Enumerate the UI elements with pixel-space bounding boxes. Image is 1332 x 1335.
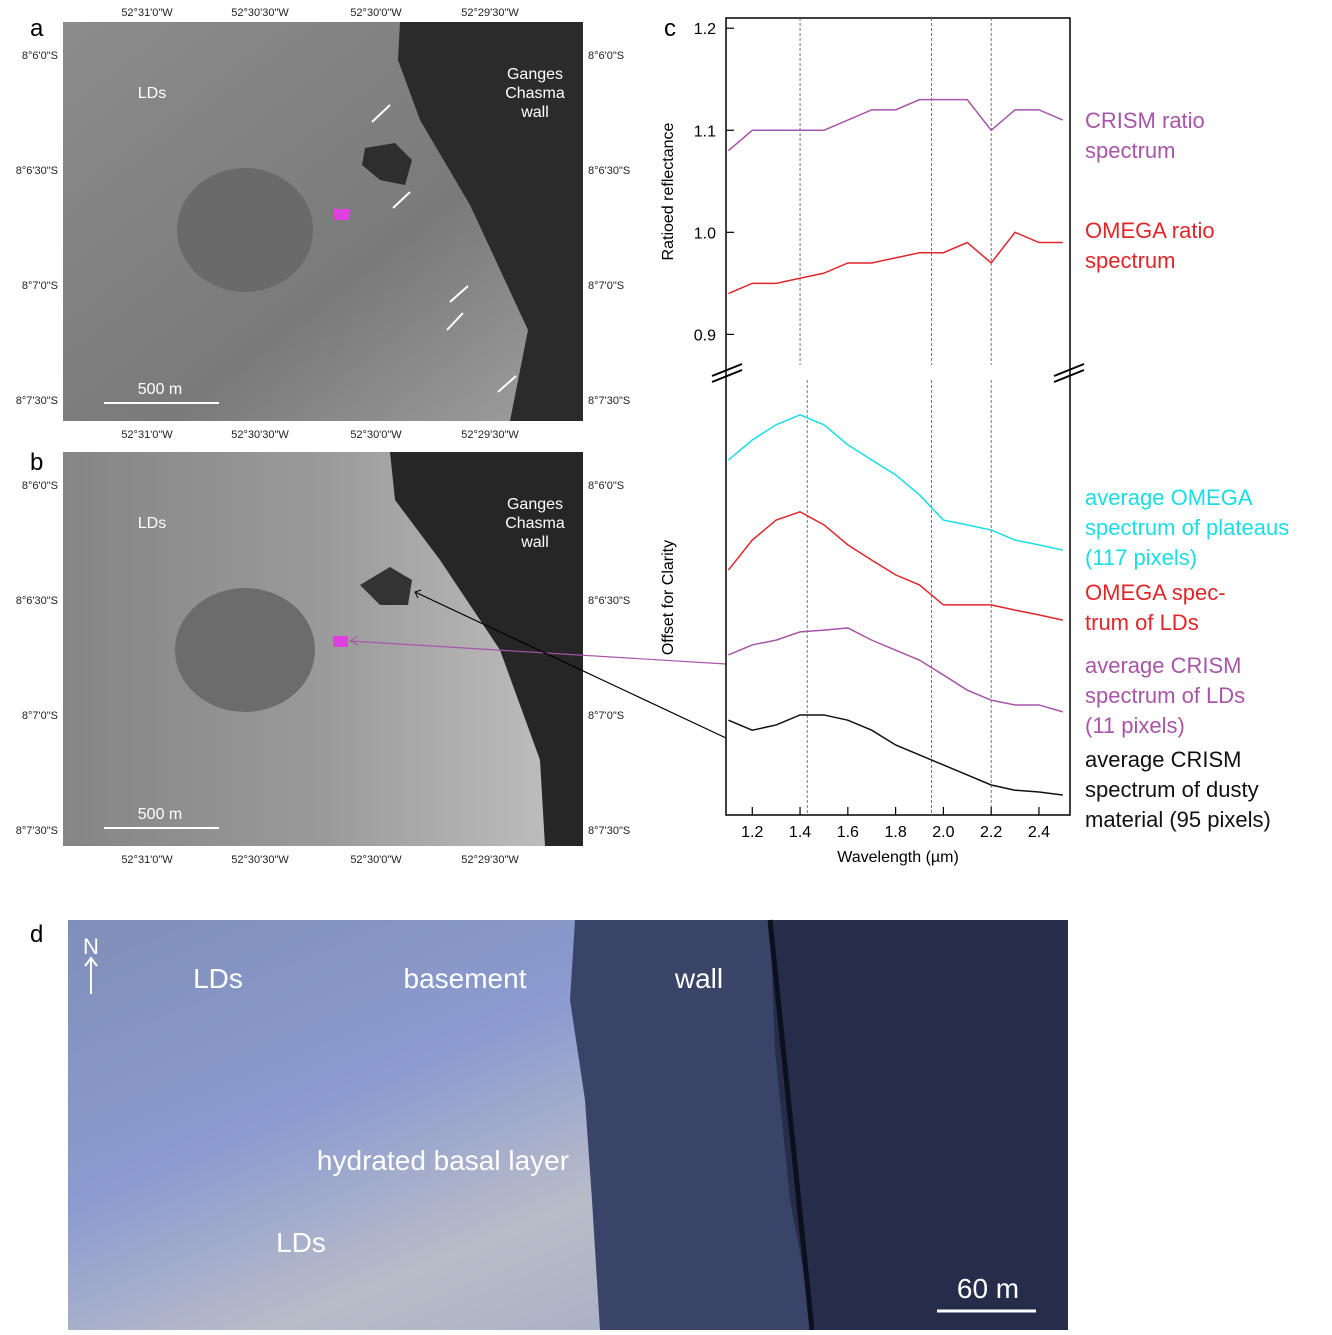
x-tick-label: 2.4 [1028,824,1050,841]
lon-tick-label: 52°30'0"W [350,7,402,19]
y-tick-label: 1.2 [694,21,716,38]
map-label: Ganges Chasma wall [505,496,565,551]
y-tick-label: 1.0 [694,225,716,242]
y-axis-label: Offset for Clarity [660,540,677,655]
series-label: average CRISM spectrum of LDs (11 pixels) [1085,653,1245,738]
lon-tick-label: 52°31'0"W [121,429,173,441]
lon-tick-label: 52°30'0"W [350,429,402,441]
connectors [348,589,727,739]
lat-tick-label: 8°6'30"S [16,595,58,607]
panel-label: c [664,15,676,42]
lat-tick-label: 8°7'0"S [588,280,624,292]
lon-tick-label: 52°30'30"W [231,854,289,866]
series-label: OMEGA ratio spectrum [1085,218,1215,273]
image-label: LDs [193,963,243,994]
spectrum-line [727,510,1063,621]
lat-tick-label: 8°7'30"S [16,395,58,407]
spectrum-line [727,98,1064,152]
lat-tick-label: 8°6'0"S [22,480,58,492]
image-label: LDs [276,1227,326,1258]
panel-a-image [63,22,583,421]
x-tick-label: 1.2 [741,824,763,841]
y-tick-label: 0.9 [694,327,716,344]
x-tick-label: 1.8 [884,824,906,841]
lon-tick-label: 52°30'30"W [231,429,289,441]
lat-tick-label: 8°7'0"S [22,710,58,722]
y-tick-label: 1.1 [694,123,716,140]
lat-tick-label: 8°7'30"S [588,825,630,837]
panel-label: a [30,15,44,42]
panel-label: d [30,921,43,948]
image-label: hydrated basal layer [317,1145,569,1176]
lon-tick-label: 52°31'0"W [121,854,173,866]
x-tick-label: 1.6 [837,824,859,841]
x-tick-label: 1.4 [789,824,811,841]
map-label: LDs [138,515,166,532]
panel-label: b [30,449,43,476]
x-tick-label: 2.0 [932,824,954,841]
lon-tick-label: 52°29'30"W [461,854,519,866]
lat-tick-label: 8°6'0"S [22,50,58,62]
lon-tick-label: 52°30'30"W [231,7,289,19]
lat-tick-label: 8°7'30"S [588,395,630,407]
scale-bar-label: 500 m [138,806,182,823]
scale-bar-label: 500 m [138,381,182,398]
lat-tick-label: 8°7'30"S [16,825,58,837]
lat-tick-label: 8°6'30"S [588,595,630,607]
x-tick-label: 2.2 [980,824,1002,841]
series-label: average OMEGA spectrum of plateaus (117 pi… [1085,485,1289,570]
x-axis-label: Wavelength (µm) [837,849,959,866]
lat-tick-label: 8°6'0"S [588,50,624,62]
lon-tick-label: 52°31'0"W [121,7,173,19]
lon-tick-label: 52°29'30"W [461,429,519,441]
map-label: Ganges Chasma wall [505,66,565,121]
panel-b-image [63,452,583,846]
spectrum-line [727,413,1063,551]
scale-bar-label: 60 m [957,1273,1019,1304]
series-label: CRISM ratio spectrum [1085,108,1205,163]
map-label: LDs [138,85,166,102]
lon-tick-label: 52°29'30"W [461,7,519,19]
lat-tick-label: 8°7'0"S [22,280,58,292]
spectrum-line [728,627,1064,713]
chart-frame [711,17,1085,816]
lat-tick-label: 8°6'30"S [588,165,630,177]
lon-tick-label: 52°30'0"W [350,854,402,866]
spectrum-line [728,231,1063,295]
series-label: average CRISM spectrum of dusty material (… [1085,747,1271,832]
panel-d-image [68,919,1068,1331]
image-label: basement [404,963,527,994]
image-label: wall [674,963,723,994]
lat-tick-label: 8°7'0"S [588,710,624,722]
y-axis-label: Ratioed reflectance [660,122,677,260]
north-arrow-label: N [83,934,99,959]
series-label: OMEGA spec-trum of LDs [1085,580,1226,635]
spectrum-line [728,714,1063,796]
lat-tick-label: 8°6'0"S [588,480,624,492]
lat-tick-label: 8°6'30"S [16,165,58,177]
